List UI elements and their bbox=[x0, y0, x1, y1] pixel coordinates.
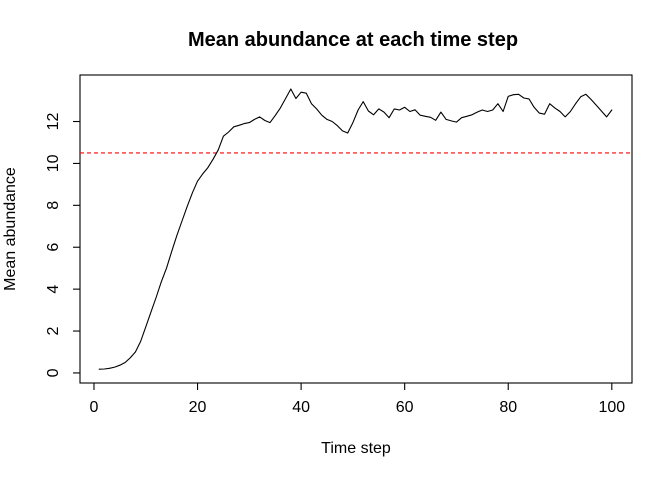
y-axis: 0 2 4 6 8 10 12 bbox=[45, 113, 80, 377]
y-tick-label: 6 bbox=[45, 243, 62, 252]
x-axis-label: Time step bbox=[321, 440, 391, 457]
y-axis-label: Mean abundance bbox=[2, 167, 19, 291]
y-tick-label: 10 bbox=[45, 154, 62, 172]
x-tick-label: 60 bbox=[396, 399, 414, 416]
x-tick-label: 20 bbox=[189, 399, 207, 416]
plot-area bbox=[79, 74, 633, 384]
x-tick-label: 80 bbox=[499, 399, 517, 416]
y-tick-label: 2 bbox=[45, 326, 62, 335]
x-axis: 0 20 40 60 80 100 bbox=[90, 383, 625, 416]
x-tick-label: 0 bbox=[90, 399, 99, 416]
y-tick-label: 12 bbox=[45, 113, 62, 131]
x-tick-label: 40 bbox=[292, 399, 310, 416]
y-tick-label: 0 bbox=[45, 368, 62, 377]
y-tick-label: 8 bbox=[45, 201, 62, 210]
x-tick-label: 100 bbox=[598, 399, 625, 416]
y-tick-label: 4 bbox=[45, 285, 62, 294]
series-line bbox=[98, 88, 613, 370]
chart-title: Mean abundance at each time step bbox=[188, 29, 518, 51]
